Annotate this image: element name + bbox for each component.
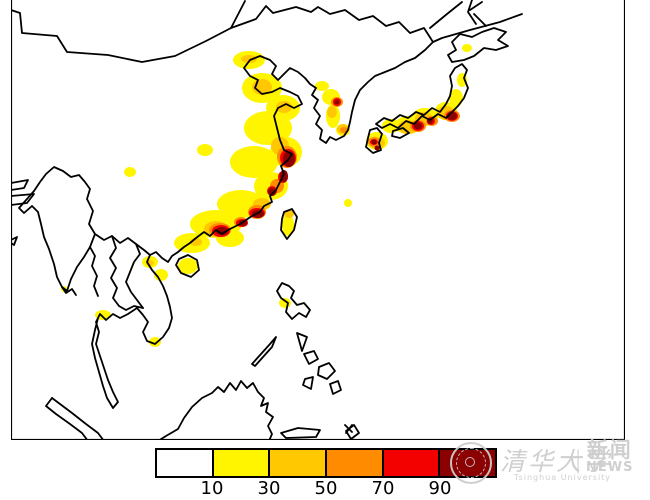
colorbar-tick-label: 50 <box>314 478 338 499</box>
tsinghua-seal-icon <box>450 442 492 484</box>
colorbar-tick-label: 90 <box>428 478 452 499</box>
watermark-university-en: Tsinghua University <box>514 473 612 482</box>
contour-overlay <box>61 44 472 347</box>
colorbar-tick-label: 70 <box>371 478 395 499</box>
colorbar-tick-label: 30 <box>257 478 281 499</box>
watermark-news: 新闻 NEWS <box>586 438 634 475</box>
coastlines <box>11 0 523 440</box>
colorbar-segment <box>268 450 326 476</box>
colorbar-segment <box>325 450 382 476</box>
colorbar-segment <box>381 450 439 476</box>
map-canvas <box>11 0 625 440</box>
watermark-university-cn: 清华大学 <box>500 447 613 476</box>
watermark-separator: | <box>574 446 583 474</box>
watermark: 清华大学 Tsinghua University | 新闻 NEWS <box>438 440 648 498</box>
colorbar-segment <box>211 450 269 476</box>
colorbar-segment <box>157 450 212 476</box>
watermark-news-cn: 新闻 <box>586 438 633 462</box>
colorbar-ticks: 10 30 50 70 90 <box>155 478 497 500</box>
colorbar-tick-label: 10 <box>200 478 224 499</box>
watermark-news-en: NEWS <box>586 460 634 475</box>
